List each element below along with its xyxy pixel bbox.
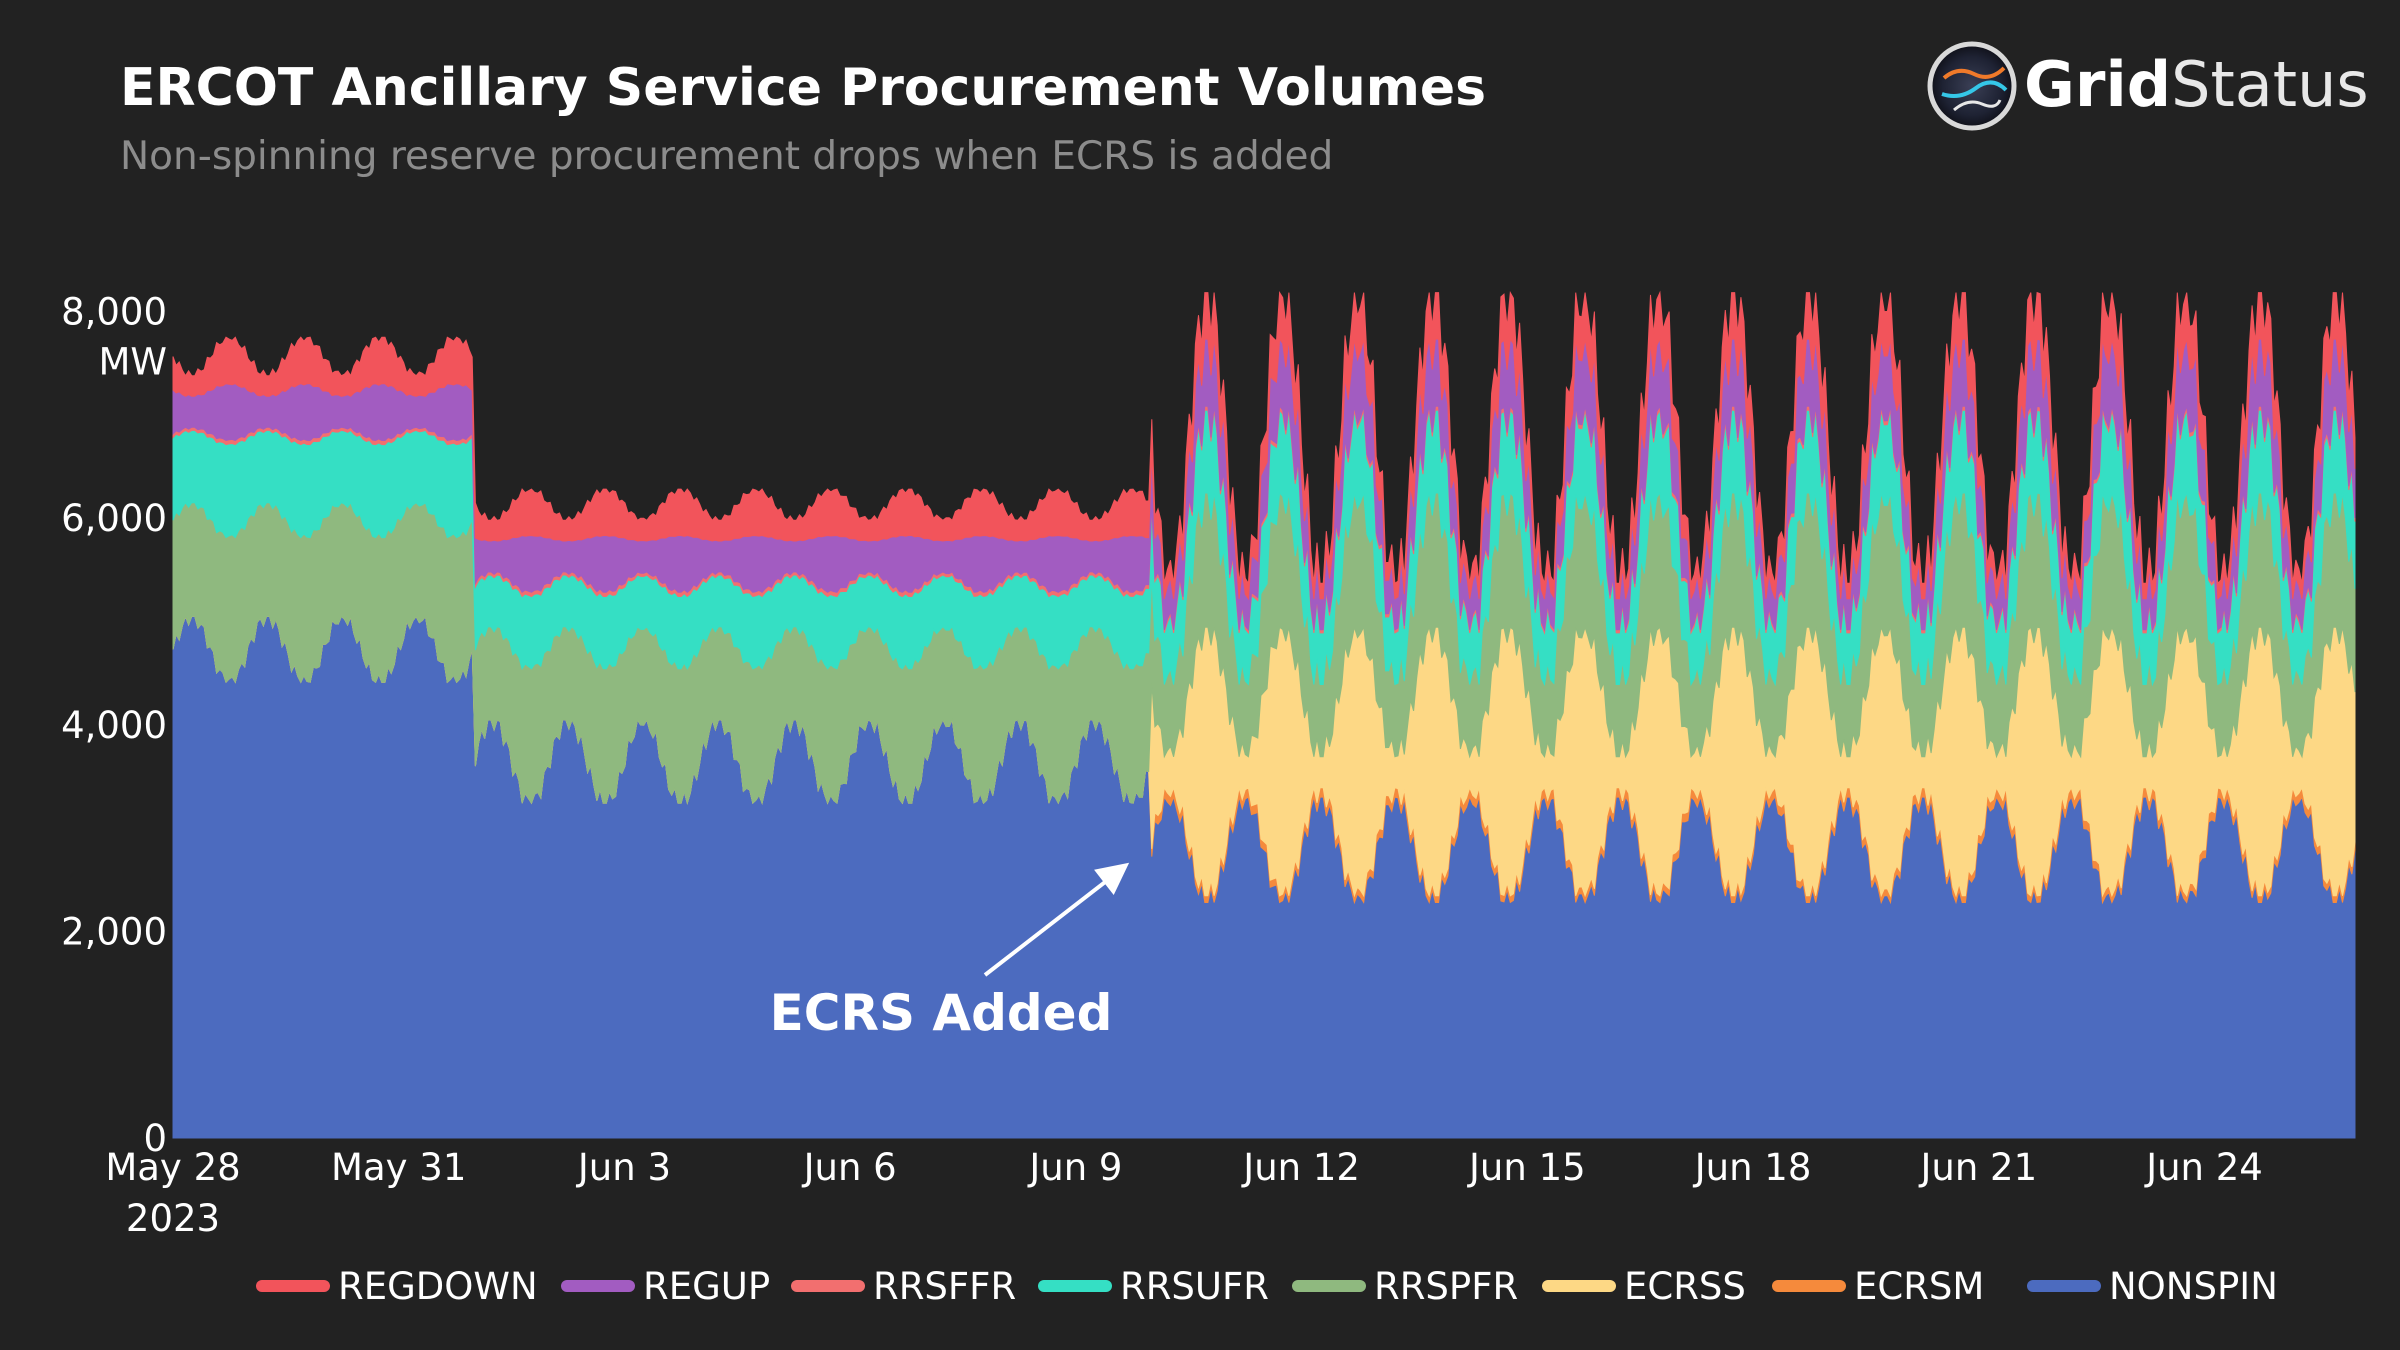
series-areas	[172, 290, 2356, 1139]
y-tick-label: 4,000	[61, 704, 167, 747]
ecrs-annotation: ECRS Added	[770, 862, 1130, 1042]
y-axis: 0 2,000 4,000 6,000 8,000 MW	[61, 291, 167, 1160]
x-tick-label: Jun 9	[1027, 1146, 1122, 1189]
annotation-arrow-line	[983, 874, 1115, 977]
x-axis: May 28 2023 May 31 Jun 3 Jun 6 Jun 9 Jun 12 Jun…	[105, 1146, 2263, 1240]
x-tick-label: May 28	[105, 1146, 240, 1189]
legend-label-regup: REGUP	[643, 1265, 770, 1308]
y-tick-label: 2,000	[61, 910, 167, 953]
globe-lightning-icon	[1927, 41, 2017, 131]
legend-label-nonspin: NONSPIN	[2109, 1265, 2278, 1308]
annotation-arrow-head	[1094, 862, 1130, 896]
y-tick-label: 6,000	[61, 497, 167, 540]
x-tick-label: Jun 15	[1467, 1146, 1586, 1189]
legend-label-rrspfr: RRSPFR	[1374, 1265, 1518, 1308]
y-unit-label: MW	[98, 341, 167, 384]
logo-text-light: Status	[2171, 48, 2369, 121]
gridstatus-logo: GridStatus	[1924, 38, 2369, 134]
x-tick-label: Jun 18	[1693, 1146, 1812, 1189]
legend-label-ecrsm: ECRSM	[1854, 1265, 1984, 1308]
legend-label-ecrss: ECRSS	[1624, 1265, 1746, 1308]
y-tick-label: 0	[143, 1117, 167, 1160]
legend-label-rrsffr: RRSFFR	[873, 1265, 1016, 1308]
logo-text-bold: Grid	[2024, 48, 2172, 121]
area-regdown	[172, 290, 2356, 601]
x-tick-label: Jun 24	[2144, 1146, 2263, 1189]
x-tick-label: Jun 21	[1918, 1146, 2037, 1189]
chart-subtitle: Non-spinning reserve procurement drops w…	[120, 134, 1334, 179]
legend-label-regdown: REGDOWN	[338, 1265, 538, 1308]
x-tick-label: Jun 3	[576, 1146, 671, 1189]
x-tick-label: May 31	[331, 1146, 466, 1189]
x-tick-label: Jun 12	[1241, 1146, 1360, 1189]
legend: REGDOWN REGUP RRSFFR RRSUFR RRSPFR ECRSS ECRSM…	[256, 1265, 2278, 1308]
x-tick-sublabel: 2023	[126, 1197, 220, 1240]
annotation-label: ECRS Added	[770, 984, 1113, 1042]
legend-label-rrsufr: RRSUFR	[1120, 1265, 1269, 1308]
x-tick-label: Jun 6	[802, 1146, 897, 1189]
chart-title: ERCOT Ancillary Service Procurement Volu…	[120, 58, 1487, 118]
y-tick-label: 8,000	[61, 291, 167, 334]
